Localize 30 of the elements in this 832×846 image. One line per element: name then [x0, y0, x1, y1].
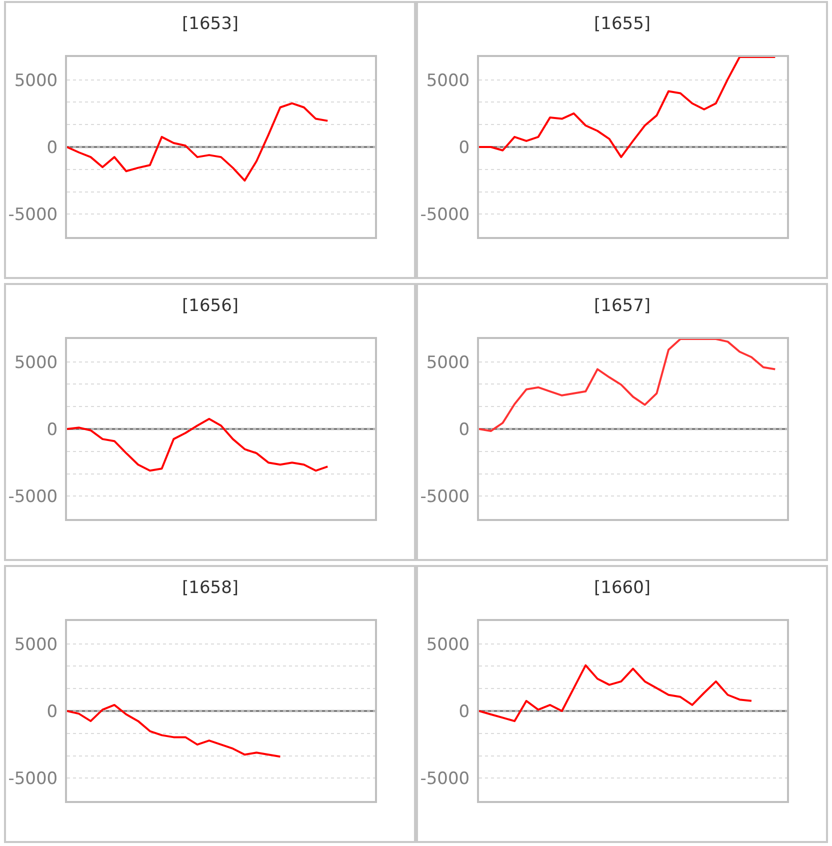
y-tick-label: 0 [458, 138, 470, 158]
line-series [67, 704, 282, 758]
y-tick-label: -5000 [420, 487, 470, 508]
chart-title: [1653] [182, 14, 239, 34]
y-tick-label: 0 [46, 420, 58, 440]
y-tick-label: 0 [458, 702, 470, 722]
chart-title: [1660] [594, 578, 651, 598]
y-tick-label: 5000 [426, 352, 470, 373]
y-tick-label: -5000 [420, 205, 470, 226]
chart-title: [1655] [594, 14, 651, 34]
y-tick-label: 5000 [14, 70, 58, 91]
y-tick-label: -5000 [420, 769, 470, 790]
y-tick-label: 5000 [426, 70, 470, 91]
line-series [67, 418, 329, 472]
y-tick-label: 5000 [14, 634, 58, 655]
y-tick-label: 5000 [14, 352, 58, 373]
chart-title: [1658] [182, 578, 239, 598]
chart-title: [1657] [594, 296, 651, 316]
line-series [479, 57, 776, 158]
y-tick-label: 0 [458, 420, 470, 440]
y-tick-label: 0 [46, 702, 58, 722]
chart-title: [1656] [182, 296, 239, 316]
line-series [67, 102, 329, 182]
y-tick-label: -5000 [8, 487, 58, 508]
y-tick-label: 5000 [426, 634, 470, 655]
y-tick-label: -5000 [8, 205, 58, 226]
y-tick-label: 0 [46, 138, 58, 158]
line-series [479, 664, 752, 722]
y-tick-label: -5000 [8, 769, 58, 790]
line-series [479, 339, 776, 432]
